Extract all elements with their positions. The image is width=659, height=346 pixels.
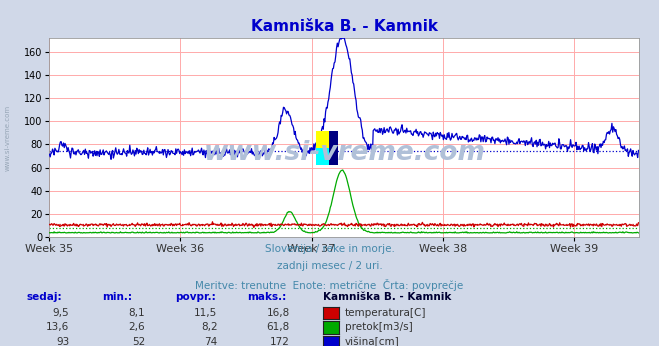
Text: www.si-vreme.com: www.si-vreme.com	[204, 140, 485, 166]
Text: Kamniška B. - Kamnik: Kamniška B. - Kamnik	[323, 292, 451, 302]
Text: 9,5: 9,5	[53, 308, 69, 318]
Text: povpr.:: povpr.:	[175, 292, 215, 302]
Text: www.si-vreme.com: www.si-vreme.com	[5, 105, 11, 172]
Text: maks.:: maks.:	[247, 292, 287, 302]
Text: 13,6: 13,6	[46, 322, 69, 333]
Text: Meritve: trenutne  Enote: metrične  Črta: povprečje: Meritve: trenutne Enote: metrične Črta: …	[195, 279, 464, 291]
Text: 52: 52	[132, 337, 145, 346]
Title: Kamniška B. - Kamnik: Kamniška B. - Kamnik	[251, 19, 438, 34]
Text: 8,2: 8,2	[201, 322, 217, 333]
Text: 16,8: 16,8	[267, 308, 290, 318]
Bar	[329, 130, 338, 165]
Text: min.:: min.:	[102, 292, 132, 302]
Text: 11,5: 11,5	[194, 308, 217, 318]
Text: pretok[m3/s]: pretok[m3/s]	[345, 322, 413, 333]
Text: temperatura[C]: temperatura[C]	[345, 308, 426, 318]
Text: 61,8: 61,8	[267, 322, 290, 333]
Text: 8,1: 8,1	[129, 308, 145, 318]
Bar	[316, 130, 329, 148]
Text: višina[cm]: višina[cm]	[345, 337, 399, 346]
Text: Slovenija / reke in morje.: Slovenija / reke in morje.	[264, 244, 395, 254]
Text: 172: 172	[270, 337, 290, 346]
Text: 93: 93	[56, 337, 69, 346]
Text: 2,6: 2,6	[129, 322, 145, 333]
Text: 74: 74	[204, 337, 217, 346]
Text: sedaj:: sedaj:	[26, 292, 62, 302]
Bar	[316, 148, 329, 165]
Text: zadnji mesec / 2 uri.: zadnji mesec / 2 uri.	[277, 261, 382, 271]
